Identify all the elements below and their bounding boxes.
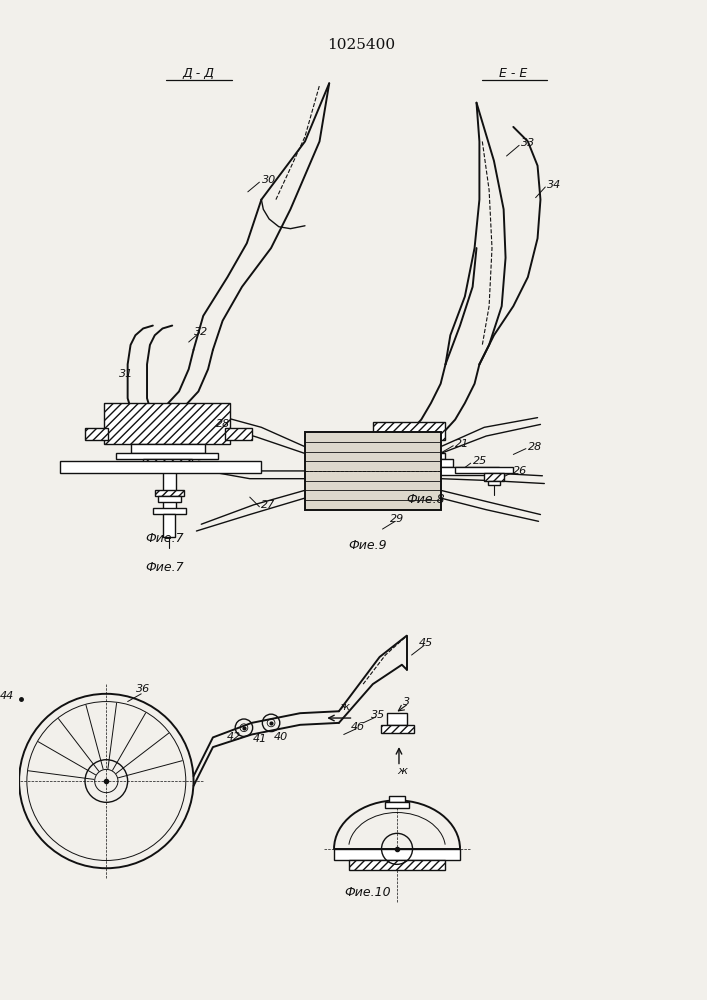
Text: 1025400: 1025400: [327, 38, 395, 52]
Text: 29: 29: [390, 514, 404, 524]
Polygon shape: [163, 514, 175, 537]
Polygon shape: [116, 453, 218, 459]
Text: 35: 35: [370, 710, 385, 720]
Text: 25: 25: [472, 456, 487, 466]
Polygon shape: [385, 802, 409, 808]
Text: 30: 30: [262, 175, 276, 185]
Text: Фие.10: Фие.10: [344, 886, 391, 899]
Text: 26: 26: [513, 466, 527, 476]
Text: 4б: 4б: [351, 722, 366, 732]
Polygon shape: [349, 860, 445, 870]
Polygon shape: [131, 444, 205, 453]
Polygon shape: [387, 447, 434, 453]
Text: 42: 42: [227, 732, 241, 742]
Text: 41: 41: [252, 734, 267, 744]
Polygon shape: [488, 481, 500, 485]
Polygon shape: [305, 432, 440, 510]
Polygon shape: [387, 713, 407, 725]
Text: 34: 34: [547, 180, 561, 190]
Polygon shape: [334, 849, 460, 860]
Text: Фие.7: Фие.7: [145, 532, 184, 545]
Text: 28: 28: [216, 419, 230, 429]
Polygon shape: [225, 428, 252, 440]
Polygon shape: [366, 467, 498, 475]
Polygon shape: [60, 461, 262, 473]
Text: ж: ж: [397, 766, 407, 776]
Text: 3: 3: [403, 697, 410, 707]
Polygon shape: [375, 453, 445, 459]
Polygon shape: [85, 428, 108, 440]
Polygon shape: [390, 796, 405, 802]
Polygon shape: [455, 467, 513, 473]
Text: 21: 21: [455, 439, 469, 449]
Text: 28: 28: [528, 442, 542, 452]
Polygon shape: [163, 471, 176, 512]
Polygon shape: [370, 459, 453, 467]
Text: Д - Д: Д - Д: [182, 67, 214, 80]
Polygon shape: [155, 490, 184, 496]
Text: 31: 31: [119, 369, 133, 379]
Text: Фие.7: Фие.7: [145, 561, 184, 574]
Polygon shape: [158, 496, 181, 502]
Text: 36: 36: [136, 684, 151, 694]
Text: 44: 44: [0, 691, 14, 701]
Polygon shape: [382, 440, 438, 447]
Text: ж: ж: [339, 702, 349, 712]
Text: 40: 40: [274, 732, 288, 742]
Text: Фие.8: Фие.8: [407, 493, 445, 506]
Polygon shape: [153, 508, 186, 514]
Polygon shape: [380, 725, 414, 733]
Polygon shape: [484, 473, 503, 481]
Text: Е - Е: Е - Е: [499, 67, 527, 80]
Text: 33: 33: [521, 138, 535, 148]
Polygon shape: [373, 422, 445, 440]
Polygon shape: [143, 459, 192, 471]
Text: 27: 27: [262, 500, 276, 510]
Text: 32: 32: [194, 327, 209, 337]
Text: 45: 45: [419, 638, 433, 648]
Text: Фие.9: Фие.9: [349, 539, 387, 552]
Polygon shape: [105, 403, 230, 444]
